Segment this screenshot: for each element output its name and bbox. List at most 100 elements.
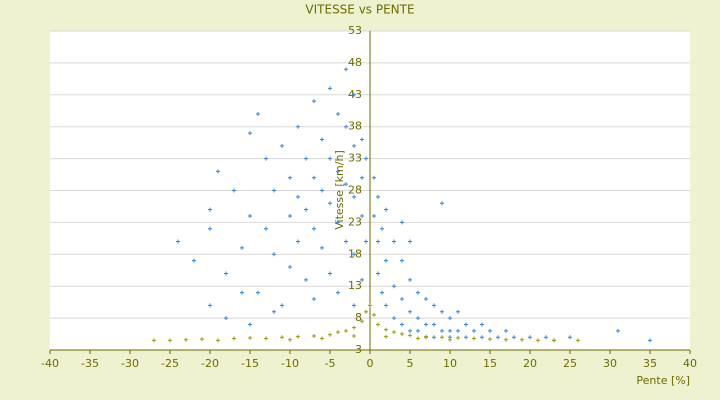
point xyxy=(216,338,220,343)
point xyxy=(416,328,420,333)
x-tick-label: -40 xyxy=(41,357,59,370)
point xyxy=(472,336,476,341)
x-tick-label: -30 xyxy=(121,357,139,370)
point xyxy=(336,290,340,295)
point xyxy=(372,214,376,219)
point xyxy=(384,303,388,308)
point xyxy=(504,337,508,342)
point xyxy=(312,226,316,231)
point xyxy=(448,328,452,333)
point xyxy=(360,214,364,219)
x-tick-label: 15 xyxy=(483,357,497,370)
point xyxy=(256,111,260,116)
point xyxy=(456,309,460,314)
point xyxy=(392,284,396,289)
point xyxy=(392,330,396,335)
point xyxy=(304,156,308,161)
point xyxy=(152,338,156,343)
point xyxy=(416,316,420,321)
point xyxy=(344,124,348,129)
x-tick-label: -20 xyxy=(201,357,219,370)
point xyxy=(344,67,348,72)
x-tick-label: 40 xyxy=(683,357,697,370)
point xyxy=(360,175,364,180)
chart-title: VITESSE vs PENTE xyxy=(305,3,414,17)
point xyxy=(336,330,340,335)
point xyxy=(376,271,380,276)
y-tick-label: 48 xyxy=(348,56,362,69)
point xyxy=(296,239,300,244)
point xyxy=(568,335,572,340)
point xyxy=(312,296,316,301)
point xyxy=(432,322,436,327)
x-tick-label: -15 xyxy=(241,357,259,370)
point xyxy=(296,124,300,129)
point xyxy=(480,322,484,327)
point xyxy=(352,333,356,338)
x-tick-label: 10 xyxy=(443,357,457,370)
y-tick-label: 13 xyxy=(348,279,362,292)
point xyxy=(264,336,268,341)
point xyxy=(328,201,332,206)
point xyxy=(352,252,356,257)
point xyxy=(352,325,356,330)
point xyxy=(320,336,324,341)
point xyxy=(176,239,180,244)
point xyxy=(248,131,252,136)
point xyxy=(224,271,228,276)
point xyxy=(400,296,404,301)
point xyxy=(184,337,188,342)
point xyxy=(472,328,476,333)
point xyxy=(384,334,388,339)
point xyxy=(248,335,252,340)
point xyxy=(208,207,212,212)
point xyxy=(328,156,332,161)
point xyxy=(264,226,268,231)
point xyxy=(328,271,332,276)
point xyxy=(272,309,276,314)
point xyxy=(280,335,284,340)
point xyxy=(380,290,384,295)
point xyxy=(352,143,356,148)
point xyxy=(288,214,292,219)
point xyxy=(464,335,468,340)
point xyxy=(544,335,548,340)
point xyxy=(352,92,356,97)
point xyxy=(456,328,460,333)
point xyxy=(360,319,364,324)
point xyxy=(296,194,300,199)
point xyxy=(448,316,452,321)
point xyxy=(280,143,284,148)
point xyxy=(392,316,396,321)
point xyxy=(240,245,244,250)
point xyxy=(304,277,308,282)
point xyxy=(352,194,356,199)
point xyxy=(352,303,356,308)
point xyxy=(336,111,340,116)
point xyxy=(408,277,412,282)
x-tick-label: -5 xyxy=(325,357,336,370)
y-tick-label: 33 xyxy=(348,152,362,165)
y-tick-label: 38 xyxy=(348,120,362,133)
point xyxy=(336,220,340,225)
point xyxy=(208,303,212,308)
point xyxy=(320,137,324,142)
point xyxy=(168,338,172,343)
x-tick-label: 35 xyxy=(643,357,657,370)
x-tick-label: -25 xyxy=(161,357,179,370)
point xyxy=(364,239,368,244)
point xyxy=(432,303,436,308)
point xyxy=(272,188,276,193)
x-tick-label: 5 xyxy=(407,357,414,370)
point xyxy=(536,338,540,343)
point xyxy=(248,322,252,327)
point xyxy=(232,188,236,193)
y-tick-label: 23 xyxy=(348,215,362,228)
point xyxy=(372,312,376,317)
point xyxy=(360,137,364,142)
point xyxy=(552,338,556,343)
point xyxy=(432,335,436,340)
point xyxy=(192,258,196,263)
point xyxy=(400,258,404,263)
